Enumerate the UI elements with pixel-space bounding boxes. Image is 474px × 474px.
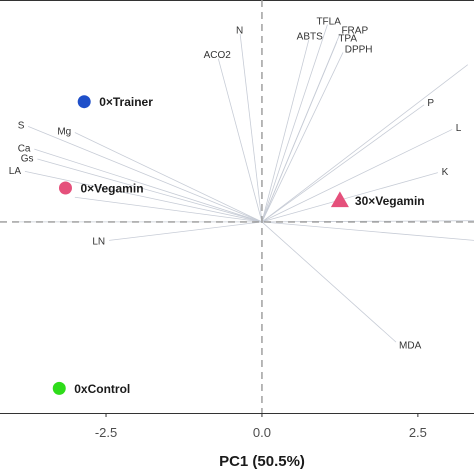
- loading-vector: [261, 39, 310, 223]
- x-tick-label: 2.5: [409, 425, 427, 440]
- group-label: 0xControl: [74, 382, 130, 396]
- x-tick-label: -2.5: [95, 425, 117, 440]
- loading-label: Mg: [57, 126, 71, 137]
- loading-label: ABTS: [297, 32, 323, 43]
- loading-vector: [261, 64, 469, 223]
- loading-vector: [261, 104, 425, 223]
- loading-label: MDA: [399, 340, 422, 351]
- loading-label: TFLA: [316, 16, 341, 27]
- group-markers: 0×Trainer 0×Vegamin 30×Vegamin 0xControl: [52, 95, 425, 396]
- loading-label: ACO2: [204, 50, 232, 61]
- group-point: [58, 181, 72, 195]
- loading-vector: [24, 170, 263, 223]
- loading-label: DPPH: [345, 44, 373, 55]
- loading-vector: [261, 220, 474, 223]
- loading-vector: [261, 52, 344, 223]
- x-axis: -2.5 0.0 2.5: [95, 413, 427, 440]
- x-axis-title: PC1 (50.5%): [219, 453, 305, 470]
- group-point: [52, 381, 66, 395]
- loading-label: N: [236, 25, 243, 36]
- loading-vector: [261, 172, 438, 223]
- loading-vector: [74, 132, 263, 223]
- loading-label: FRAP: [341, 26, 368, 37]
- group-label: 30×Vegamin: [355, 194, 425, 208]
- loading-vector: [261, 221, 397, 343]
- loading-label: LA: [9, 166, 22, 177]
- loading-vector: [34, 148, 263, 223]
- group-label: 0×Vegamin: [80, 182, 143, 196]
- loading-vector: [261, 24, 328, 223]
- loading-label: S: [18, 120, 25, 131]
- loading-label: LN: [92, 236, 105, 247]
- loading-vector: [27, 125, 263, 223]
- loading-vector: [74, 196, 262, 223]
- loading-label: Gs: [21, 153, 34, 164]
- loading-label: L: [456, 123, 462, 134]
- x-tick-label: 0.0: [253, 425, 271, 440]
- loading-vector: [217, 58, 263, 223]
- loading-vector: [37, 158, 263, 223]
- group-point: [77, 95, 91, 109]
- loading-vector: [261, 221, 474, 241]
- loading-vector: [109, 221, 262, 241]
- loading-label: TPA: [338, 34, 357, 45]
- group-label: 0×Trainer: [99, 95, 153, 109]
- reference-lines: [0, 0, 474, 413]
- loading-vector: [261, 41, 338, 223]
- loading-label: K: [442, 167, 449, 178]
- loading-vector: [261, 129, 453, 223]
- group-point: [330, 191, 349, 208]
- loading-label: P: [427, 98, 434, 109]
- loading-vector: [239, 33, 263, 222]
- loading-label: Ca: [18, 143, 31, 154]
